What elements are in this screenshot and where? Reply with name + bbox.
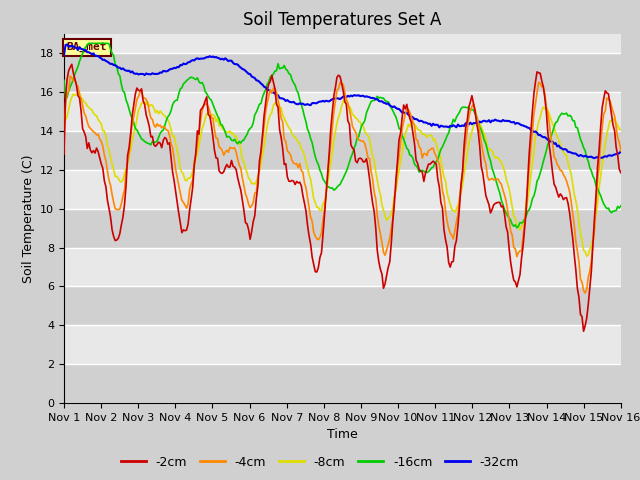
Bar — [64, 364, 621, 403]
Text: BA_met: BA_met — [67, 42, 108, 52]
Bar — [64, 92, 621, 131]
Bar — [64, 248, 621, 287]
Bar — [64, 170, 621, 209]
Bar — [64, 325, 621, 364]
Bar — [64, 53, 621, 92]
Bar — [64, 131, 621, 170]
Bar — [64, 209, 621, 248]
X-axis label: Time: Time — [327, 429, 358, 442]
Bar — [64, 287, 621, 325]
Legend: -2cm, -4cm, -8cm, -16cm, -32cm: -2cm, -4cm, -8cm, -16cm, -32cm — [116, 451, 524, 474]
Title: Soil Temperatures Set A: Soil Temperatures Set A — [243, 11, 442, 29]
Y-axis label: Soil Temperature (C): Soil Temperature (C) — [22, 154, 35, 283]
